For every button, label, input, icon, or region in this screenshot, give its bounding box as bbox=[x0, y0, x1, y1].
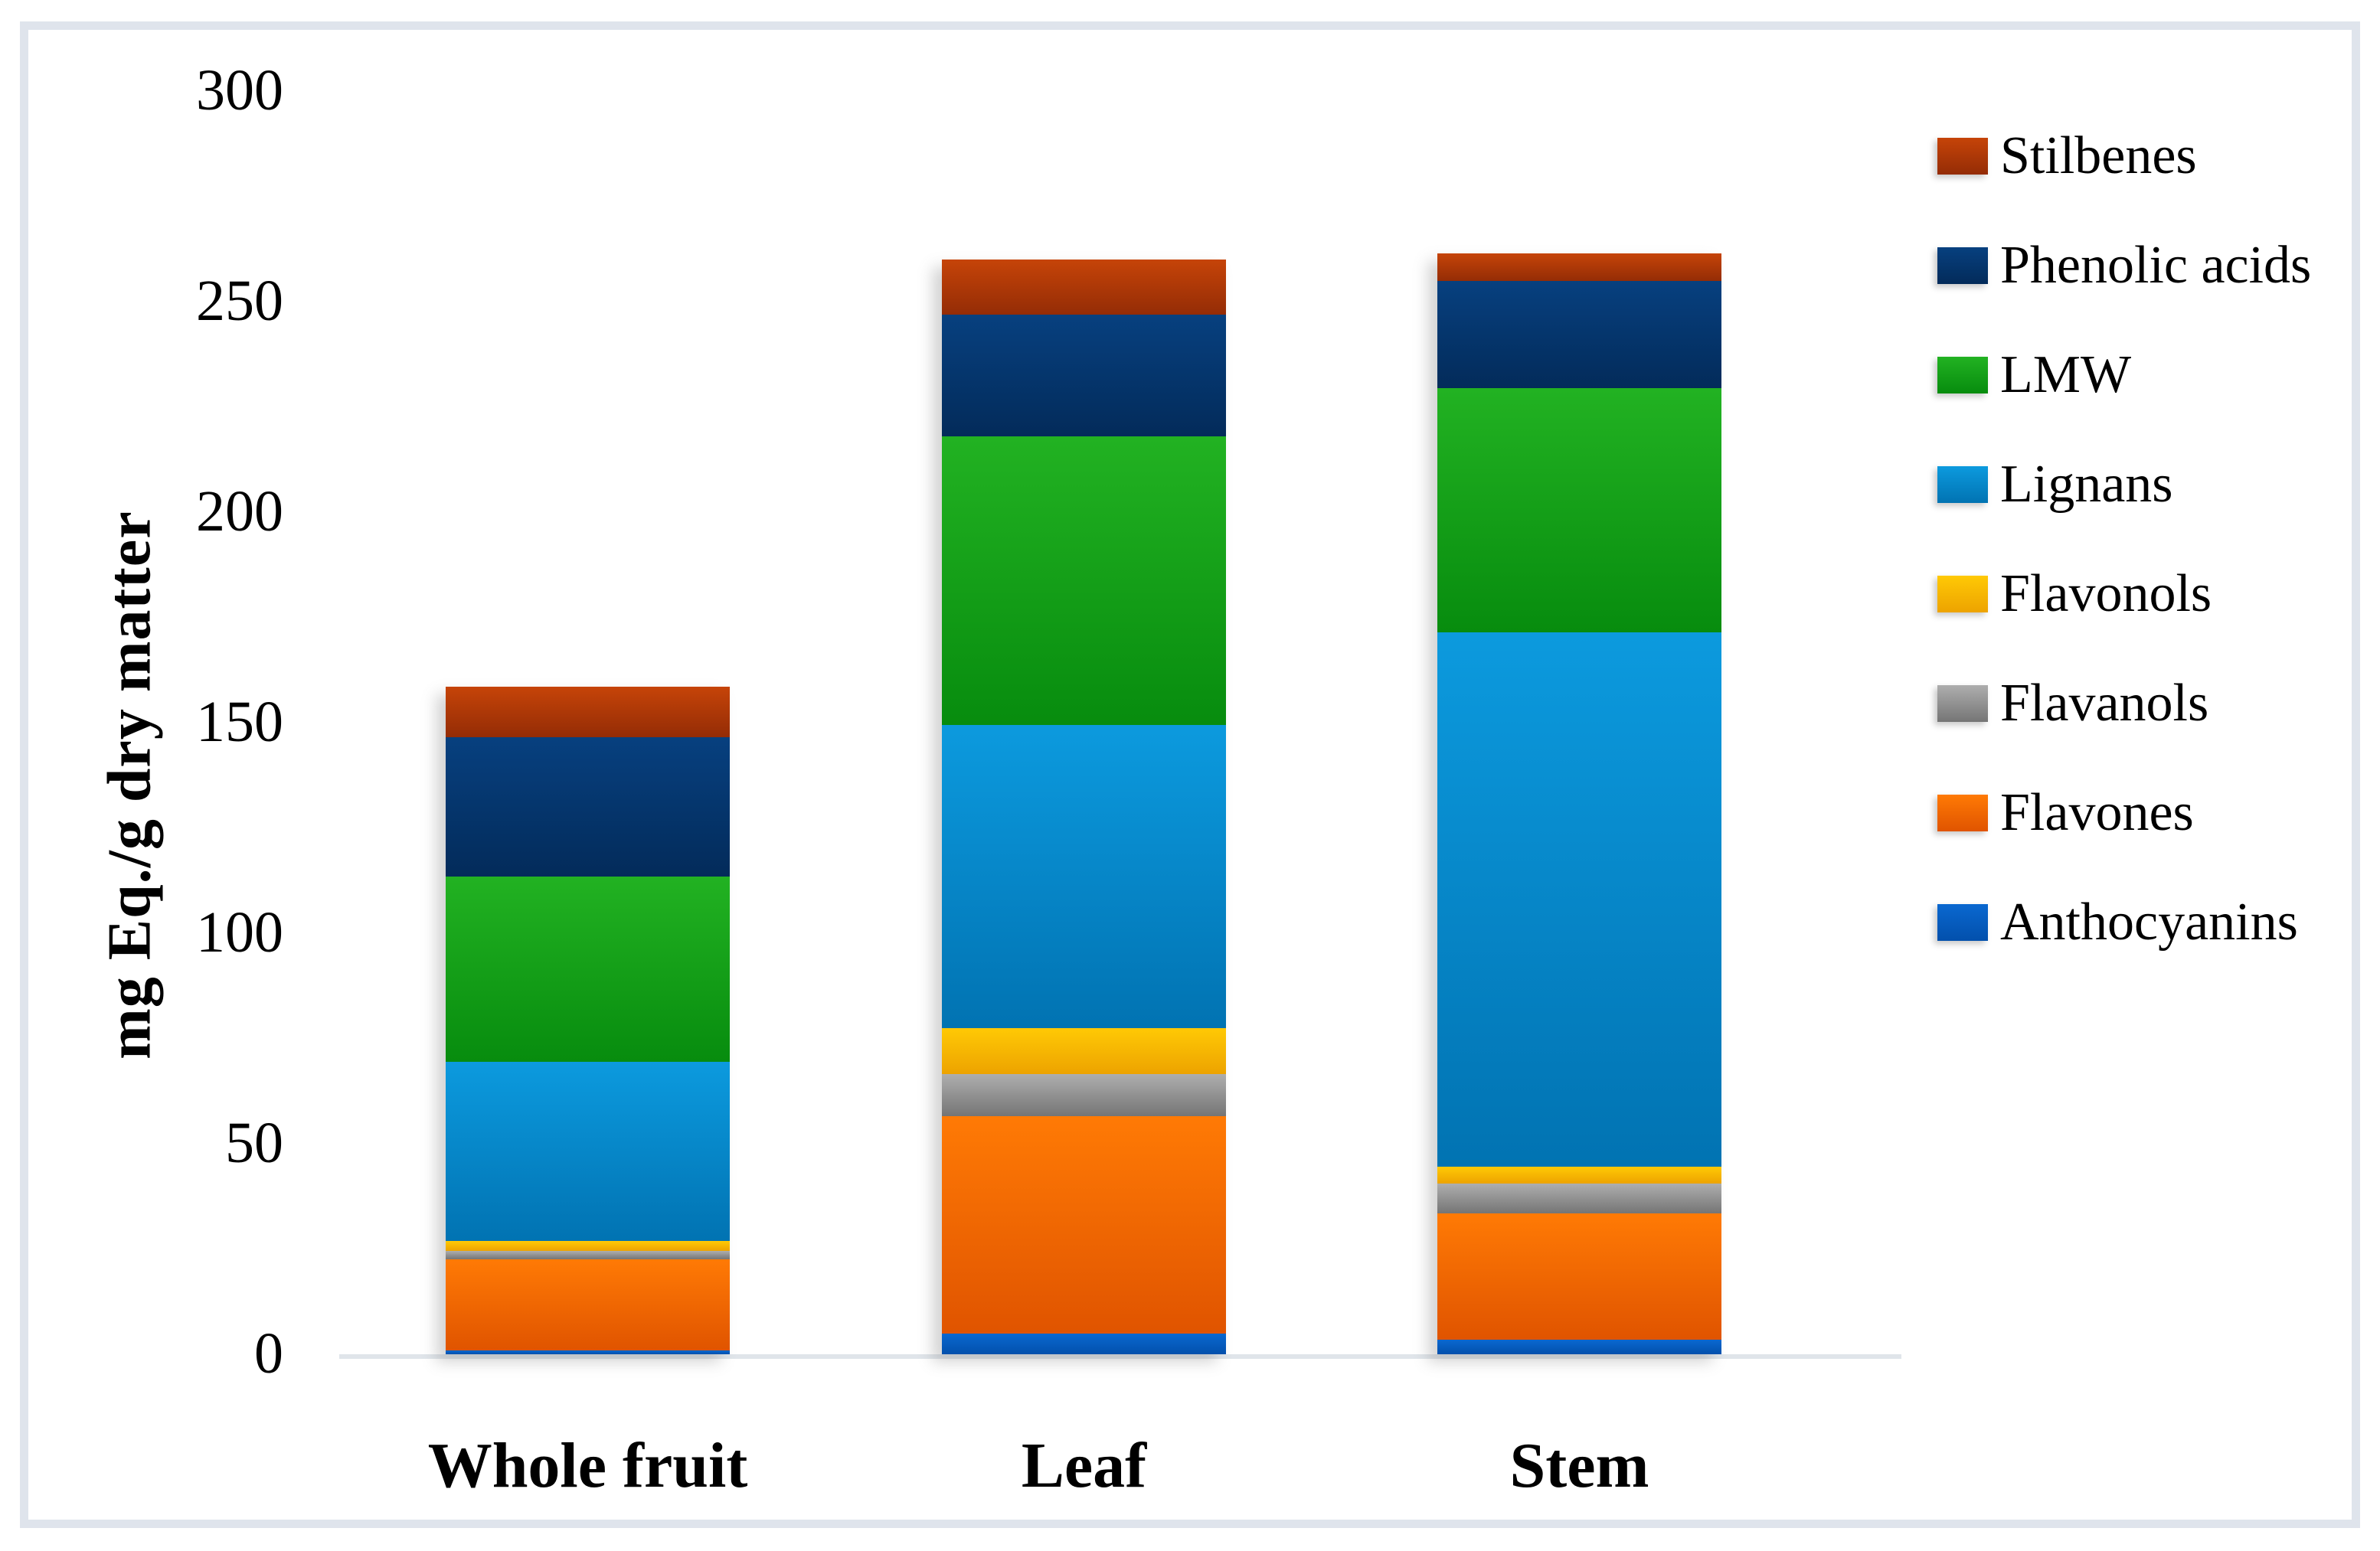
y-tick-label-0: 0 bbox=[254, 1321, 283, 1386]
legend-label-anthocyanins: Anthocyanins bbox=[2000, 893, 2298, 952]
bar-segment-stilbenes-leaf bbox=[942, 260, 1226, 315]
bar-segment-anthocyanins-leaf bbox=[942, 1333, 1226, 1354]
legend-swatch-stilbenes bbox=[1937, 138, 1988, 175]
bar-segment-flavones-whole-fruit bbox=[446, 1259, 730, 1350]
bar-segment-stilbenes-stem bbox=[1437, 253, 1721, 281]
bar-segment-lignans-whole-fruit bbox=[446, 1061, 730, 1241]
x-label-leaf: Leaf bbox=[1021, 1430, 1147, 1501]
bar-leaf bbox=[942, 260, 1226, 1354]
x-label-whole-fruit: Whole fruit bbox=[427, 1430, 748, 1501]
y-tick-label-200: 200 bbox=[196, 479, 283, 544]
bar-segment-anthocyanins-stem bbox=[1437, 1339, 1721, 1354]
legend-swatch-lmw bbox=[1937, 357, 1988, 393]
bar-segment-flavanols-leaf bbox=[942, 1074, 1226, 1117]
bar-stem bbox=[1437, 253, 1721, 1354]
legend-label-lignans: Lignans bbox=[2000, 455, 2173, 514]
bar-segment-flavanols-stem bbox=[1437, 1184, 1721, 1213]
y-axis-title: mg Eq./g dry matter bbox=[96, 511, 164, 1060]
y-tick-label-300: 300 bbox=[196, 58, 283, 122]
bar-segment-flavones-leaf bbox=[942, 1116, 1226, 1334]
legend-label-flavanols: Flavanols bbox=[2000, 674, 2209, 733]
bar-segment-lmw-leaf bbox=[942, 436, 1226, 725]
legend-swatch-flavones bbox=[1937, 795, 1988, 831]
bar-segment-flavones-stem bbox=[1437, 1213, 1721, 1340]
y-tick-label-250: 250 bbox=[196, 269, 283, 333]
bar-segment-flavonols-whole-fruit bbox=[446, 1240, 730, 1252]
y-tick-label-50: 50 bbox=[225, 1111, 283, 1175]
legend-swatch-flavanols bbox=[1937, 685, 1988, 722]
legend-swatch-phenolic-acids bbox=[1937, 247, 1988, 284]
legend-label-stilbenes: Stilbenes bbox=[2000, 126, 2197, 185]
y-tick-label-150: 150 bbox=[196, 690, 283, 754]
bar-whole-fruit bbox=[446, 687, 730, 1354]
legend-label-flavones: Flavones bbox=[2000, 783, 2194, 842]
x-axis-line bbox=[339, 1354, 1901, 1359]
bar-segment-flavanols-whole-fruit bbox=[446, 1251, 730, 1260]
legend-swatch-flavonols bbox=[1937, 576, 1988, 612]
bar-segment-lignans-leaf bbox=[942, 724, 1226, 1028]
bar-segment-anthocyanins-whole-fruit bbox=[446, 1350, 730, 1354]
y-tick-label-100: 100 bbox=[196, 900, 283, 965]
bar-segment-phenolic-acids-whole-fruit bbox=[446, 737, 730, 877]
legend-label-phenolic-acids: Phenolic acids bbox=[2000, 236, 2312, 295]
bar-segment-phenolic-acids-leaf bbox=[942, 314, 1226, 436]
x-label-stem: Stem bbox=[1509, 1430, 1649, 1501]
bar-segment-phenolic-acids-stem bbox=[1437, 280, 1721, 388]
legend-swatch-lignans bbox=[1937, 466, 1988, 503]
bar-segment-stilbenes-whole-fruit bbox=[446, 687, 730, 738]
legend-label-lmw: LMW bbox=[2000, 345, 2132, 404]
legend-swatch-anthocyanins bbox=[1937, 904, 1988, 941]
bar-segment-lmw-stem bbox=[1437, 387, 1721, 632]
bar-segment-lmw-whole-fruit bbox=[446, 876, 730, 1062]
bar-segment-lignans-stem bbox=[1437, 632, 1721, 1167]
bar-segment-flavonols-leaf bbox=[942, 1027, 1226, 1075]
bar-segment-flavonols-stem bbox=[1437, 1167, 1721, 1184]
legend-label-flavonols: Flavonols bbox=[2000, 564, 2212, 623]
